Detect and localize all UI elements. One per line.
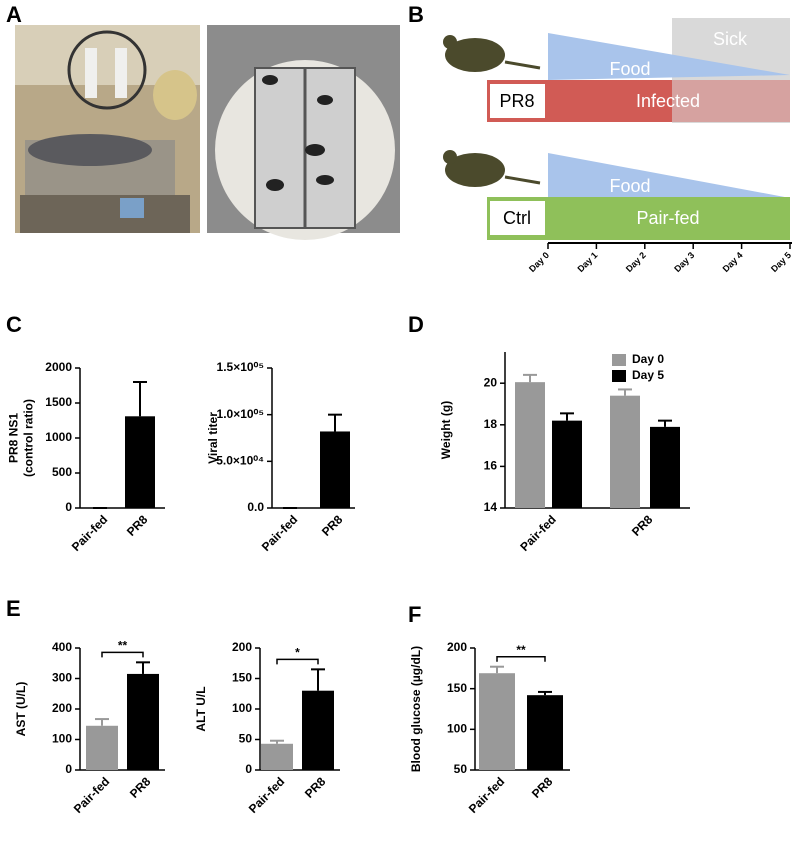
panel-letter: F: [408, 602, 421, 627]
bar: [302, 690, 334, 770]
y-tick-label: 18: [484, 417, 498, 431]
x-tick-label: Pair-fed: [517, 512, 558, 553]
x-tick-label: PR8: [124, 512, 151, 539]
x-tick-label: Pair-fed: [71, 774, 112, 815]
significance-bracket: [101, 651, 144, 658]
photo-cage: [207, 25, 400, 240]
bar: [515, 382, 545, 508]
bar: [127, 673, 159, 770]
y-tick-label: 1.5×10⁰⁵: [217, 360, 264, 374]
x-tick-label: Pair-fed: [466, 774, 507, 815]
significance-label: *: [295, 646, 300, 660]
y-tick-label: 50: [454, 762, 468, 776]
y-axis-label: Viral titer: [206, 412, 220, 464]
y-tick-label: 0.0: [247, 500, 264, 514]
bar: [552, 420, 582, 508]
y-tick-label: 100: [232, 701, 252, 715]
day-label: Day 1: [575, 250, 599, 274]
mouse: [445, 153, 505, 187]
diagram: PR8 Food Infected Sick Ctrl Food Pair-fe…: [443, 18, 792, 244]
food-label: Food: [609, 59, 650, 79]
y-tick-label: 200: [447, 640, 467, 654]
bar: [320, 431, 350, 508]
food-wedge: [548, 153, 790, 200]
panel-letter: D: [408, 312, 424, 337]
y-tick-label: 300: [52, 671, 72, 685]
sick-label: Sick: [713, 29, 748, 49]
x-tick-label: PR8: [629, 512, 656, 539]
panel-letter: C: [6, 312, 22, 337]
day-label: Day 3: [672, 250, 696, 274]
x-tick-label: PR8: [127, 774, 154, 801]
y-tick-label: 200: [52, 701, 72, 715]
bar: [610, 395, 640, 508]
bar: [261, 743, 293, 770]
y-tick-label: 200: [232, 640, 252, 654]
y-tick-label: 2000: [45, 360, 72, 374]
y-tick-label: 50: [239, 732, 253, 746]
x-tick-label: Pair-fed: [259, 512, 300, 553]
significance-bracket: [276, 658, 319, 665]
y-tick-label: 100: [52, 732, 72, 746]
legend-label: Day 5: [632, 368, 664, 382]
x-tick-label: Pair-fed: [246, 774, 287, 815]
panel-letter: B: [408, 2, 424, 27]
group-label: Ctrl: [503, 208, 531, 228]
bar: [125, 416, 155, 508]
day-label: Day 4: [721, 250, 745, 274]
significance-label: **: [118, 639, 128, 653]
x-tick-label: PR8: [529, 774, 556, 801]
y-axis-label: (control ratio): [22, 399, 36, 477]
y-axis-label: Weight (g): [439, 401, 453, 459]
food-wedge: [548, 33, 790, 80]
y-axis-label: PR8 NS1: [7, 413, 21, 463]
y-tick-label: 1.0×10⁰⁵: [217, 407, 264, 421]
significance-label: **: [516, 643, 526, 657]
bar: [86, 725, 118, 770]
group-label: PR8: [499, 91, 534, 111]
y-tick-label: 0: [245, 762, 252, 776]
y-tick-label: 100: [447, 722, 467, 736]
day-label: Day 5: [769, 250, 793, 274]
day-label: Day 2: [624, 250, 648, 274]
bar: [650, 426, 680, 508]
bar: [527, 695, 563, 770]
y-axis-label: Blood glucose (µg/dL): [409, 646, 423, 772]
sick-overlay: [672, 80, 790, 122]
panel-letter: E: [6, 596, 21, 621]
photo-chamber: [15, 25, 200, 233]
y-axis-label: AST (U/L): [14, 682, 28, 737]
panel-letter: A: [6, 2, 22, 27]
x-tick-label: PR8: [319, 512, 346, 539]
y-tick-label: 5.0×10⁰⁴: [216, 454, 264, 468]
y-tick-label: 0: [65, 762, 72, 776]
y-tick-label: 150: [232, 671, 252, 685]
legend-swatch: [612, 354, 626, 366]
y-tick-label: 150: [447, 681, 467, 695]
label-box: [490, 84, 545, 118]
y-tick-label: 1500: [45, 395, 72, 409]
state-label: Pair-fed: [636, 208, 699, 228]
y-tick-label: 14: [484, 500, 498, 514]
x-tick-label: Pair-fed: [69, 512, 110, 553]
legend-label: Day 0: [632, 352, 664, 366]
y-tick-label: 400: [52, 640, 72, 654]
day-label: Day 0: [527, 250, 551, 274]
y-tick-label: 1000: [45, 430, 72, 444]
food-label: Food: [609, 176, 650, 196]
x-tick-label: PR8: [302, 774, 329, 801]
y-tick-label: 16: [484, 459, 498, 473]
significance-bracket: [496, 655, 546, 662]
y-tick-label: 20: [484, 375, 498, 389]
bar: [479, 673, 515, 770]
mouse: [445, 38, 505, 72]
legend-swatch: [612, 370, 626, 382]
state-label: Infected: [636, 91, 700, 111]
y-tick-label: 0: [65, 500, 72, 514]
y-axis-label: ALT U/L: [194, 686, 208, 731]
y-tick-label: 500: [52, 465, 72, 479]
label-box: [490, 201, 545, 235]
